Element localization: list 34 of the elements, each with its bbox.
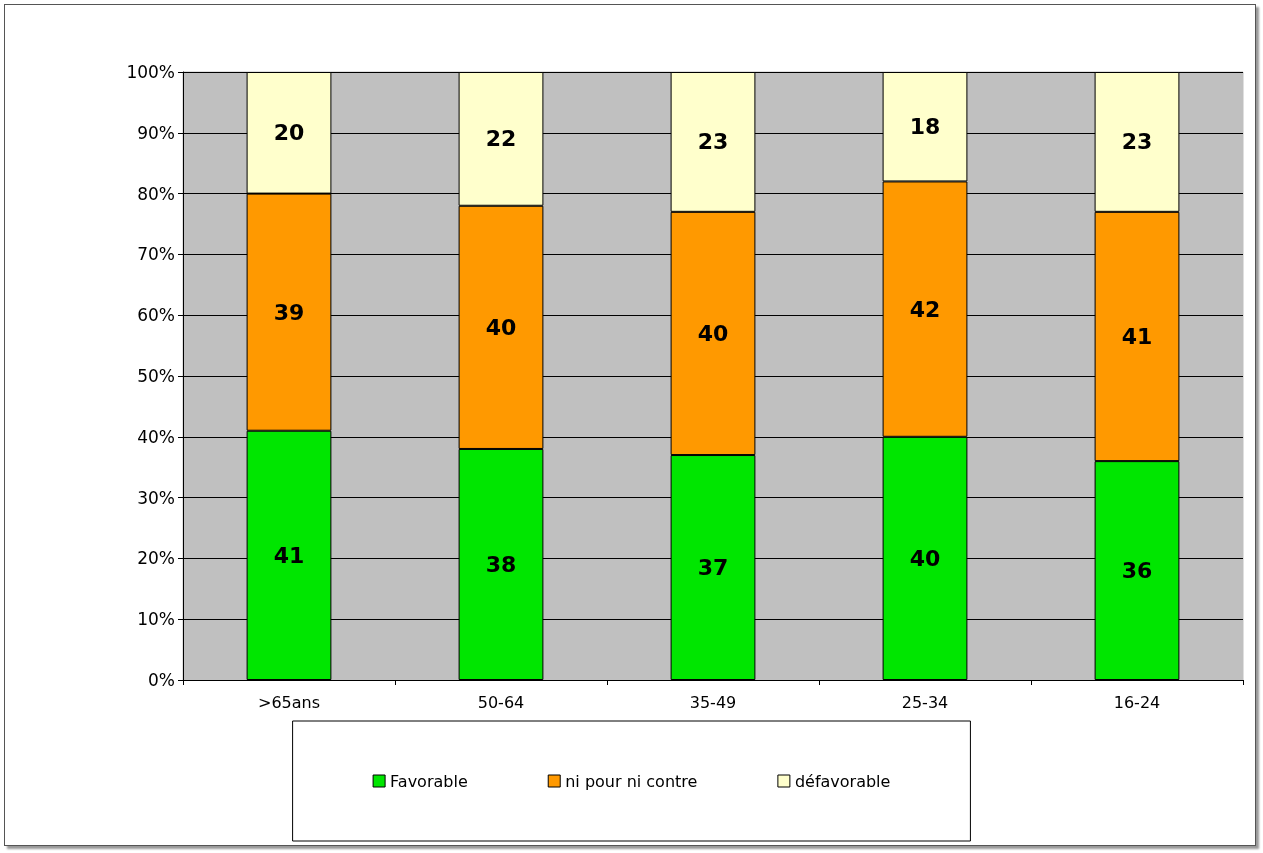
data-label: 23 bbox=[697, 129, 729, 155]
data-label: 20 bbox=[273, 120, 305, 146]
data-label: 41 bbox=[273, 542, 305, 568]
y-tick-label: 50% bbox=[137, 366, 175, 386]
data-label: 23 bbox=[1121, 129, 1153, 155]
y-tick-label: 80% bbox=[137, 183, 175, 204]
data-label: 40 bbox=[909, 545, 941, 571]
x-tick-label: 50-64 bbox=[477, 692, 525, 712]
legend-label: Favorable bbox=[390, 771, 468, 791]
legend-label: défavorable bbox=[794, 771, 891, 791]
y-tick-label: 70% bbox=[137, 244, 175, 265]
y-tick-label: 40% bbox=[137, 426, 175, 447]
y-tick-label: 10% bbox=[137, 609, 175, 630]
y-tick-label: 100% bbox=[126, 62, 175, 82]
y-tick-label: 90% bbox=[137, 122, 175, 143]
data-label: 41 bbox=[1121, 323, 1153, 349]
data-label: 22 bbox=[485, 126, 517, 152]
x-tick-label: 16-24 bbox=[1113, 692, 1161, 712]
legend-label: ni pour ni contre bbox=[565, 771, 698, 791]
data-label: 38 bbox=[485, 551, 517, 577]
data-label: 37 bbox=[697, 555, 729, 581]
y-tick-label: 60% bbox=[137, 305, 175, 326]
data-label: 39 bbox=[273, 299, 305, 325]
x-tick-label: 25-34 bbox=[901, 692, 949, 712]
data-label: 18 bbox=[909, 114, 941, 140]
data-label: 40 bbox=[697, 320, 729, 346]
data-label: 36 bbox=[1121, 558, 1153, 584]
data-label: 42 bbox=[909, 296, 941, 322]
data-label: 40 bbox=[485, 314, 517, 340]
y-tick-label: 20% bbox=[137, 548, 175, 569]
y-tick-label: 30% bbox=[137, 487, 175, 508]
y-tick-label: 0% bbox=[148, 670, 175, 690]
x-tick-label: 35-49 bbox=[689, 692, 737, 712]
x-tick-label: >65ans bbox=[257, 692, 321, 712]
